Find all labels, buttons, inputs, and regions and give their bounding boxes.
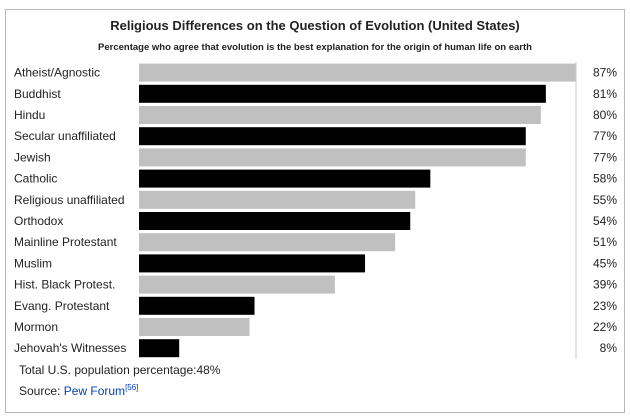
value-label-hindu: 80% [593, 108, 617, 122]
total-population-note: Total U.S. population percentage:48% [19, 363, 221, 377]
value-label-jewish: 77% [593, 150, 617, 164]
category-label-orthodox: Orthodox [14, 214, 63, 228]
source-prefix: Source: [19, 384, 64, 398]
value-label-mormon: 22% [593, 320, 617, 334]
bar-mainline-protestant [139, 233, 396, 252]
source-line: Source: Pew Forum[56] [19, 383, 138, 398]
value-label-orthodox: 54% [593, 214, 617, 228]
bar-mormon [139, 318, 250, 336]
category-label-jewish: Jewish [14, 150, 51, 164]
category-label-mainline-protestant: Mainline Protestant [14, 235, 117, 249]
value-label-religious-unaffiliated: 55% [593, 193, 617, 207]
category-label-religious-unaffiliated: Religious unaffiliated [14, 193, 125, 207]
bar-religious-unaffiliated [139, 190, 416, 209]
source-reference[interactable]: [56] [125, 383, 139, 392]
category-label-mormon: Mormon [14, 320, 58, 334]
category-label-muslim: Muslim [14, 256, 52, 270]
bar-atheist-agnostic [139, 63, 576, 82]
source-link[interactable]: Pew Forum [63, 384, 126, 398]
chart-frame: Religious Differences on the Question of… [5, 9, 625, 413]
category-label-evang-protestant: Evang. Protestant [14, 299, 110, 313]
value-label-evang-protestant: 23% [593, 299, 617, 313]
value-label-jehovah-s-witnesses: 8% [600, 341, 618, 355]
value-label-catholic: 58% [593, 172, 617, 186]
bar-catholic [139, 169, 431, 188]
value-label-secular-unaffiliated: 77% [593, 129, 617, 143]
bar-orthodox [139, 212, 411, 230]
chart-subtitle: Percentage who agree that evolution is t… [98, 42, 532, 53]
value-label-buddhist: 81% [593, 87, 617, 101]
category-label-atheist-agnostic: Atheist/Agnostic [14, 66, 100, 80]
bar-chart-plot: Atheist/Agnostic 87% Buddhist 81% Hindu 80% Se… [14, 62, 618, 359]
bar-evang-protestant [139, 296, 255, 315]
category-label-hindu: Hindu [14, 108, 45, 122]
category-label-hist-black-protest: Hist. Black Protest. [14, 278, 115, 292]
category-label-jehovah-s-witnesses: Jehovah's Witnesses [14, 341, 126, 355]
bar-secular-unaffiliated [139, 127, 526, 146]
category-label-catholic: Catholic [14, 172, 57, 186]
bar-jewish [139, 148, 526, 167]
category-label-secular-unaffiliated: Secular unaffiliated [14, 129, 116, 143]
value-label-muslim: 45% [593, 256, 617, 270]
bar-hindu [139, 106, 541, 124]
bar-jehovah-s-witnesses [139, 339, 180, 358]
bar-hist-black-protest [139, 275, 335, 294]
chart-title: Religious Differences on the Question of… [110, 18, 520, 33]
bar-buddhist [139, 84, 546, 103]
category-label-buddhist: Buddhist [14, 87, 61, 101]
value-label-mainline-protestant: 51% [593, 235, 617, 249]
value-label-atheist-agnostic: 87% [593, 66, 617, 80]
value-label-hist-black-protest: 39% [593, 278, 617, 292]
bar-muslim [139, 254, 366, 273]
